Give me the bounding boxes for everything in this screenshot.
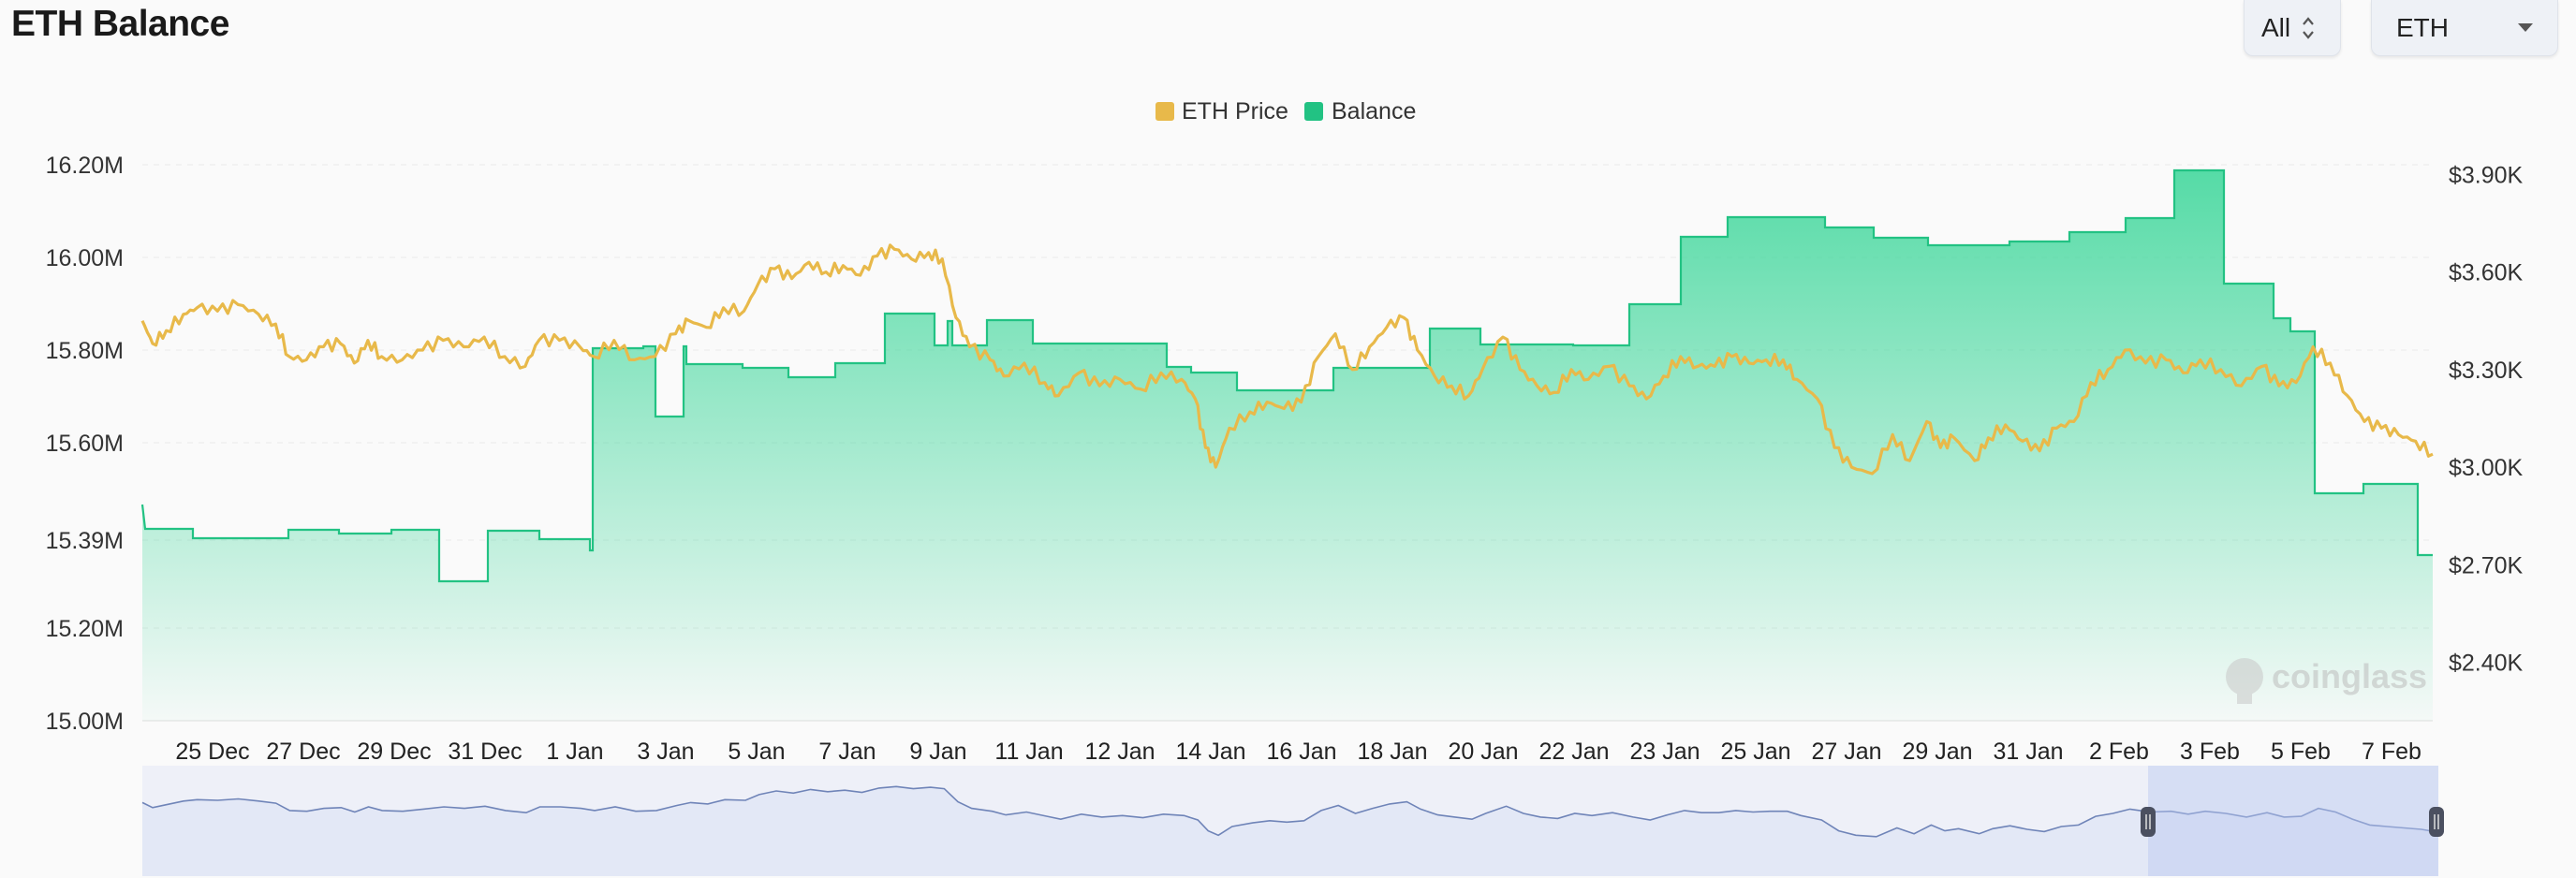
x-tick-label: 5 Jan xyxy=(728,739,785,765)
y-right-tick-label: $3.90K xyxy=(2449,162,2524,188)
x-tick-label: 25 Jan xyxy=(1720,739,1790,765)
x-tick-label: 3 Jan xyxy=(637,739,694,765)
x-tick-label: 16 Jan xyxy=(1266,739,1336,765)
navigator-area xyxy=(142,786,2438,876)
x-tick-label: 14 Jan xyxy=(1175,739,1245,765)
range-select[interactable]: All xyxy=(2244,0,2341,56)
x-tick-label: 1 Jan xyxy=(546,739,603,765)
x-tick-label: 3 Feb xyxy=(2180,739,2240,765)
balance-area xyxy=(142,170,2433,721)
x-tick-label: 7 Jan xyxy=(818,739,876,765)
navigator[interactable] xyxy=(141,766,2444,876)
x-tick-label: 7 Feb xyxy=(2362,739,2421,765)
legend-swatch-balance xyxy=(1304,102,1323,121)
legend: ETH Price Balance xyxy=(1156,98,1416,124)
x-tick-label: 31 Jan xyxy=(1993,739,2063,765)
navigator-handle-left[interactable] xyxy=(2141,807,2156,837)
y-left-tick-label: 15.80M xyxy=(46,338,124,364)
x-tick-label: 9 Jan xyxy=(909,739,966,765)
x-tick-label: 27 Jan xyxy=(1811,739,1881,765)
y-right-tick-label: $2.40K xyxy=(2449,650,2524,676)
svg-text:coinglass: coinglass xyxy=(2272,657,2427,695)
y-axis-left: 15.00M 15.20M 15.39M 15.60M 15.80M 16.00M 16.2… xyxy=(46,153,124,735)
eth-price-line xyxy=(140,243,2434,476)
legend-label-price: ETH Price xyxy=(1182,98,1288,124)
x-tick-label: 29 Dec xyxy=(357,739,431,765)
x-tick-label: 22 Jan xyxy=(1538,739,1609,765)
range-select-value: All xyxy=(2261,12,2291,42)
page-title: ETH Balance xyxy=(11,4,229,44)
y-right-tick-label: $2.70K xyxy=(2449,552,2524,578)
legend-swatch-price xyxy=(1156,102,1174,121)
navigator-line xyxy=(141,785,2439,838)
y-left-tick-label: 16.00M xyxy=(46,245,124,271)
y-right-tick-label: $3.30K xyxy=(2449,358,2524,384)
x-tick-label: 11 Jan xyxy=(994,739,1063,765)
y-right-tick-label: $3.60K xyxy=(2449,260,2524,286)
x-tick-label: 2 Feb xyxy=(2089,739,2149,765)
y-left-tick-label: 15.39M xyxy=(46,528,124,554)
y-axis-right: $2.40K $2.70K $3.00K $3.30K $3.60K $3.90K xyxy=(2449,162,2524,676)
asset-select[interactable]: ETH xyxy=(2371,0,2558,56)
coinglass-logo-icon xyxy=(2226,658,2263,704)
y-left-tick-label: 16.20M xyxy=(46,153,124,179)
caret-down-icon xyxy=(2518,23,2533,32)
x-tick-label: 5 Feb xyxy=(2271,739,2331,765)
x-tick-label: 25 Dec xyxy=(175,739,249,765)
x-axis: 25 Dec 27 Dec 29 Dec 31 Dec 1 Jan 3 Jan 5 Jan 7… xyxy=(142,720,2433,765)
y-left-tick-label: 15.20M xyxy=(46,616,124,642)
x-tick-label: 12 Jan xyxy=(1084,739,1155,765)
x-tick-label: 23 Jan xyxy=(1629,739,1700,765)
x-tick-label: 18 Jan xyxy=(1357,739,1427,765)
legend-label-balance: Balance xyxy=(1332,98,1416,124)
up-down-chevron-icon xyxy=(2302,14,2315,42)
y-left-tick-label: 15.60M xyxy=(46,431,124,457)
x-tick-label: 31 Dec xyxy=(448,739,522,765)
coinglass-watermark: coinglass xyxy=(2226,657,2427,704)
navigator-selection[interactable] xyxy=(2148,766,2438,876)
navigator-handle-right[interactable] xyxy=(2429,807,2444,837)
x-tick-label: 20 Jan xyxy=(1448,739,1518,765)
asset-select-value: ETH xyxy=(2396,12,2449,42)
balance-line xyxy=(140,168,2433,583)
x-tick-label: 27 Dec xyxy=(266,739,340,765)
x-tick-label: 29 Jan xyxy=(1902,739,1972,765)
y-left-tick-label: 15.00M xyxy=(46,709,124,735)
y-right-tick-label: $3.00K xyxy=(2449,455,2524,481)
